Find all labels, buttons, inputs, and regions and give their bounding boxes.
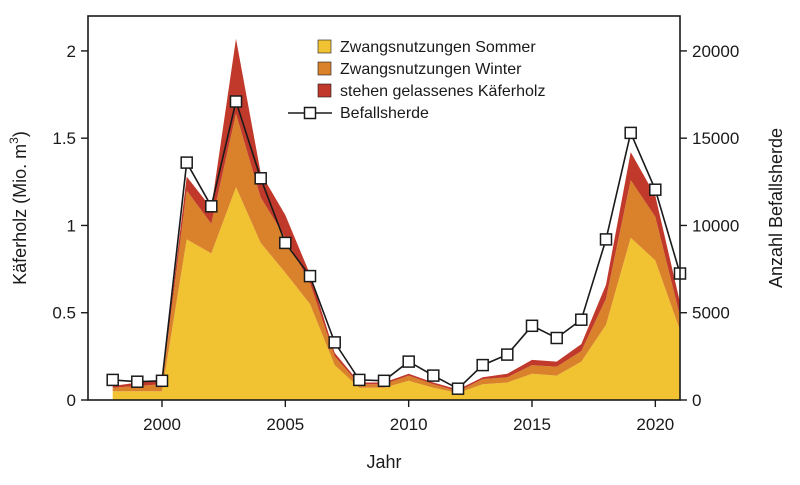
befallsherde-point <box>624 126 637 140</box>
y-right-axis-title: Anzahl Befallsherde <box>766 128 786 288</box>
befallsherde-point <box>427 369 440 382</box>
y-right-tick-label: 5000 <box>692 304 730 323</box>
befallsherde-point <box>353 373 366 387</box>
befallsherde-point <box>377 374 391 388</box>
y-left-tick-label: 1 <box>67 216 76 235</box>
befallsherde-point <box>229 95 243 108</box>
y-left-tick-label: 0 <box>67 391 76 410</box>
y-right-tick-label: 20000 <box>692 42 739 61</box>
befallsherde-point <box>649 183 662 196</box>
x-tick-label: 2005 <box>266 415 304 434</box>
befallsherde-point <box>279 236 292 250</box>
befallsherde-line-layer <box>106 95 687 395</box>
plot-frame <box>87 15 681 401</box>
befallsherde-point <box>106 373 119 387</box>
befallsherde-point <box>451 382 465 395</box>
befallsherde-point <box>476 358 489 372</box>
y-left-axis: 0 0.5 1 1.5 2 <box>52 42 88 410</box>
befallsherde-point <box>328 336 341 349</box>
y-left-axis-title: Käferholz (Mio. m3) <box>7 131 30 285</box>
befallsherde-point <box>303 269 317 283</box>
area-series-1 <box>112 187 680 400</box>
befallsherde-point <box>180 156 193 169</box>
legend-swatch <box>317 83 332 98</box>
befallsherde-point <box>575 313 588 326</box>
x-tick-label: 2020 <box>636 415 674 434</box>
y-right-tick-label: 0 <box>692 391 701 410</box>
legend-label: Zwangsnutzungen Winter <box>340 61 522 78</box>
x-tick-label: 2010 <box>390 415 428 434</box>
y-left-tick-label: 0.5 <box>52 304 76 323</box>
befallsherde-point <box>550 331 563 345</box>
befallsherde-point <box>155 374 169 388</box>
befallsherde-line <box>112 98 681 390</box>
legend-swatch <box>317 39 332 54</box>
befallsherde-point <box>402 355 415 368</box>
y-right-tick-label: 15000 <box>692 129 739 148</box>
legend-marker-sample <box>303 106 317 120</box>
y-right-axis: 0 5000 10000 15000 20000 <box>680 42 739 410</box>
befallsherde-point <box>501 348 514 361</box>
befallsherde-point <box>525 319 539 333</box>
befallsherde-point <box>131 375 144 388</box>
x-tick-label: 2000 <box>143 415 181 434</box>
befallsherde-point <box>599 233 613 246</box>
y-right-tick-label: 10000 <box>692 216 739 235</box>
legend-label: Befallsherde <box>340 105 429 122</box>
x-tick-label: 2015 <box>513 415 551 434</box>
legend: Zwangsnutzungen Sommer Zwangsnutzungen Wi… <box>288 39 545 122</box>
legend-label: Zwangsnutzungen Sommer <box>340 39 536 56</box>
legend-swatch <box>317 61 332 76</box>
befallsherde-point <box>254 172 267 185</box>
legend-label: stehen gelassenes Käferholz <box>340 83 545 100</box>
x-axis-title: Jahr <box>366 452 401 472</box>
x-axis: 2000 2005 2010 2015 2020 <box>143 400 674 434</box>
y-left-tick-label: 1.5 <box>52 129 76 148</box>
y-left-tick-label: 2 <box>67 42 76 61</box>
befallsherde-point <box>205 200 218 213</box>
